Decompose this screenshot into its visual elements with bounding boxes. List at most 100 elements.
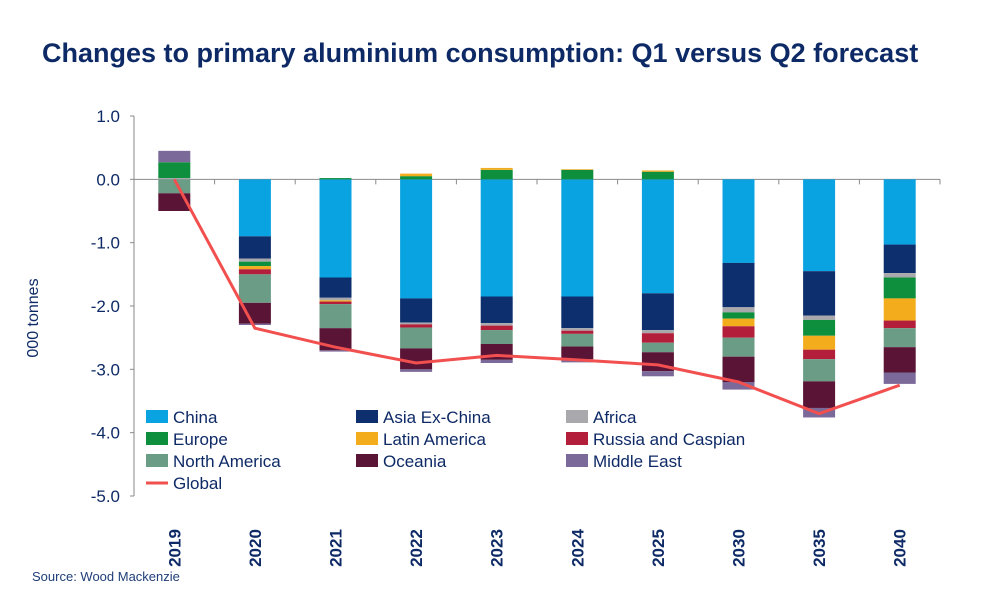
bar-segment-middle-east [158, 150, 191, 163]
bar-segment-asia-ex-china [803, 271, 836, 316]
legend-label: Asia Ex-China [383, 408, 491, 427]
legend-label: Europe [173, 430, 228, 449]
bar-segment-middle-east [238, 323, 271, 325]
bar-segment-asia-ex-china [883, 244, 916, 274]
y-tick-label: -1.0 [91, 234, 120, 253]
bar-segment-middle-east [722, 382, 755, 390]
legend-swatch [146, 454, 168, 467]
bar-segment-asia-ex-china [238, 236, 271, 259]
bar-segment-latin-america [641, 170, 674, 172]
legend-swatch [146, 410, 168, 423]
y-tick-label: -3.0 [91, 360, 120, 379]
bar-segment-north-america [883, 328, 916, 348]
legend-label: China [173, 408, 218, 427]
bar-segment-russia-and-caspian [319, 301, 352, 305]
bar-segment-china [883, 179, 916, 245]
x-tick-label: 2040 [891, 529, 910, 567]
bar-segment-latin-america [561, 169, 594, 170]
bar-segment-china [641, 179, 674, 294]
bar-segment-africa [883, 273, 916, 278]
bar-segment-russia-and-caspian [641, 333, 674, 343]
legend-label: Middle East [593, 452, 682, 471]
legend-swatch [356, 432, 378, 445]
legend-swatch [566, 410, 588, 423]
chart-title: Changes to primary aluminium consumption… [42, 38, 919, 68]
bar-segment-middle-east [883, 372, 916, 384]
bar-segment-africa [238, 258, 271, 262]
bar-segment-north-america [400, 327, 433, 349]
bar-segment-africa [158, 178, 191, 180]
bar-segment-europe [319, 178, 352, 180]
y-tick-label: -2.0 [91, 297, 120, 316]
bar-segment-russia-and-caspian [722, 326, 755, 338]
x-tick-label: 2025 [649, 529, 668, 567]
legend-swatch [146, 432, 168, 445]
legend-swatch [566, 454, 588, 467]
bar-segment-north-america [158, 179, 191, 194]
bar-segment-europe [561, 169, 594, 180]
legend-label: Africa [593, 408, 637, 427]
legend-swatch [356, 410, 378, 423]
bar-segment-china [400, 179, 433, 299]
bar-segment-africa [319, 297, 352, 301]
bar-segment-asia-ex-china [480, 296, 513, 324]
x-tick-label: 2021 [327, 529, 346, 567]
source-note: Source: Wood Mackenzie [32, 569, 180, 584]
y-tick-label: -5.0 [91, 487, 120, 506]
bar-segment-north-america [803, 359, 836, 382]
bar-segment-africa [722, 307, 755, 313]
bar-segment-middle-east [400, 369, 433, 372]
bar-segment-europe [722, 312, 755, 319]
bar-segment-north-america [641, 342, 674, 353]
bar-segment-europe [238, 261, 271, 267]
bar-segment-africa [480, 323, 513, 326]
x-tick-label: 2035 [810, 529, 829, 567]
bar-segment-north-america [238, 274, 271, 303]
bar-segment-latin-america [400, 173, 433, 177]
bar-segment-china [319, 179, 352, 278]
x-tick-label: 2023 [488, 529, 507, 567]
bar-segment-oceania [238, 302, 271, 324]
bar-segment-latin-america [722, 318, 755, 327]
legend-label: North America [173, 452, 281, 471]
x-tick-label: 2022 [407, 529, 426, 567]
bar-segment-europe [883, 277, 916, 299]
legend-label: Global [173, 474, 222, 493]
bar-segment-oceania [400, 348, 433, 370]
bar-segment-europe [803, 319, 836, 336]
bar-segment-oceania [561, 346, 594, 360]
bar-segment-oceania [158, 193, 191, 211]
bar-segment-russia-and-caspian [883, 320, 916, 329]
y-tick-label: -4.0 [91, 424, 120, 443]
x-tick-label: 2019 [165, 529, 184, 567]
bar-segment-africa [561, 328, 594, 331]
bar-segment-china [561, 179, 594, 297]
legend-swatch [356, 454, 378, 467]
bar-segment-latin-america [238, 266, 271, 270]
bar-segment-oceania [803, 381, 836, 408]
bar-segment-russia-and-caspian [561, 330, 594, 334]
bar-segment-russia-and-caspian [238, 269, 271, 275]
bar-segment-europe [480, 169, 513, 180]
bar-segment-north-america [561, 333, 594, 347]
bar-segment-middle-east [480, 359, 513, 363]
y-tick-label: 1.0 [96, 107, 120, 126]
bar-segment-china [480, 179, 513, 297]
bar-segment-europe [158, 162, 191, 179]
legend-swatch [566, 432, 588, 445]
bar-segment-russia-and-caspian [803, 349, 836, 360]
bar-segment-asia-ex-china [561, 296, 594, 329]
bar-segment-russia-and-caspian [480, 325, 513, 331]
legend-label: Latin America [383, 430, 487, 449]
x-tick-label: 2024 [568, 529, 587, 567]
bar-segment-oceania [883, 347, 916, 373]
bar-segment-africa [803, 315, 836, 320]
bar-segment-north-america [480, 330, 513, 344]
legend-label: Oceania [383, 452, 447, 471]
bar-segment-asia-ex-china [641, 293, 674, 331]
bar-segment-latin-america [319, 300, 352, 302]
bar-segment-north-america [722, 337, 755, 357]
bar-segment-asia-ex-china [319, 277, 352, 298]
y-tick-label: 0.0 [96, 170, 120, 189]
